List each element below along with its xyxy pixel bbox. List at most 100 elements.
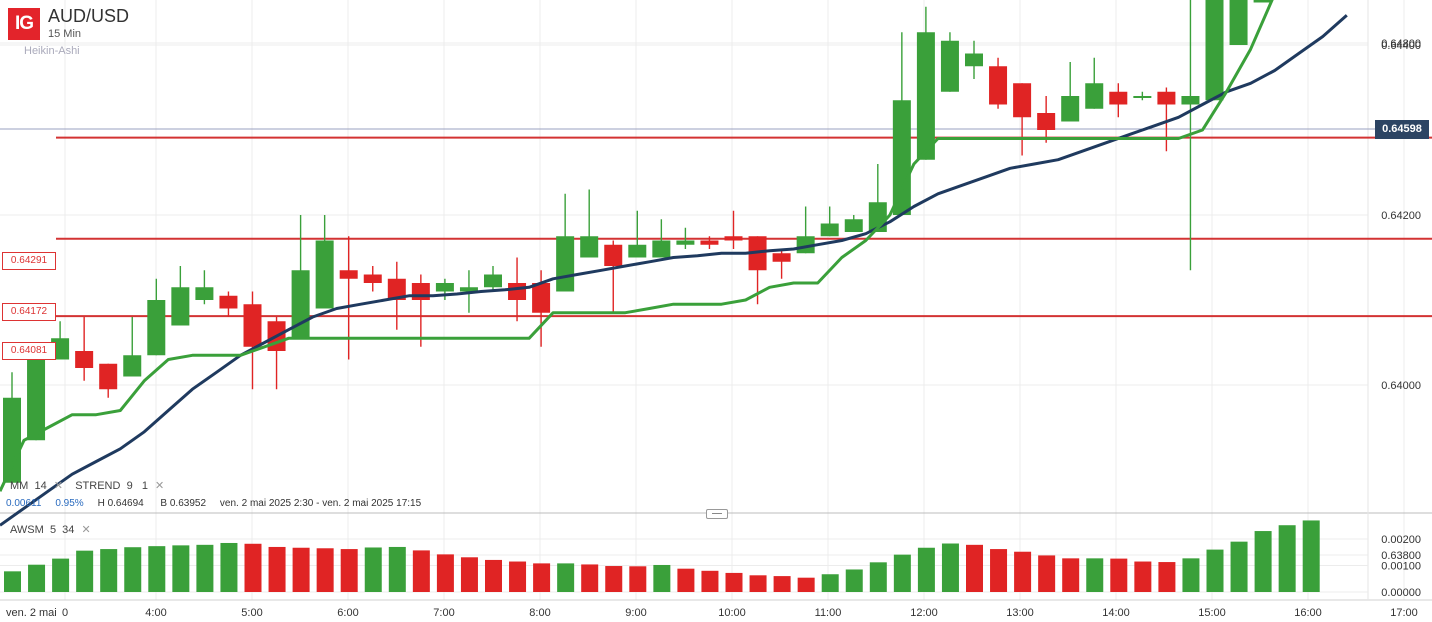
candle-body [147, 300, 166, 356]
candle-body [1253, 0, 1272, 3]
awsm-bar [533, 563, 551, 592]
candle-body [724, 236, 743, 241]
awsm-bar [966, 544, 983, 592]
candle-body [219, 295, 238, 309]
awsm-name: AWSM [10, 524, 44, 536]
candle-body [820, 223, 839, 237]
awsm-bar [1134, 561, 1152, 592]
candle-body [652, 240, 671, 258]
awsm-bar [4, 571, 21, 592]
awsm-bar [845, 569, 863, 592]
awsm-bar [1062, 558, 1080, 592]
awsm-bar [773, 576, 791, 592]
awsm-bar [581, 564, 599, 592]
candle-body [772, 253, 791, 262]
awsm-tick-label: 0.00000 [1381, 587, 1421, 599]
awsm-bar [941, 543, 959, 592]
chart-type-label: Heikin-Ashi [24, 45, 80, 57]
awsm-close-icon[interactable]: ✕ [81, 524, 91, 536]
awsm-tick-label: 0.00200 [1381, 534, 1421, 546]
candle-body [484, 274, 502, 288]
awsm-bar [148, 546, 166, 592]
candle-body [1181, 96, 1200, 105]
price-tick-label: 0.64400 [1381, 40, 1421, 52]
awsm-bar [917, 547, 935, 592]
level-label-3[interactable]: 0.64081 [2, 342, 56, 360]
ma-indicator-legend[interactable]: MM 14 ✕ STREND 9 1 ✕ [10, 479, 164, 492]
time-axis: 4:00 5:00 6:00 7:00 8:00 9:00 10:00 11:00 12:00 1… [6, 607, 1418, 619]
strend-name: STREND [75, 480, 121, 492]
awsm-bar [893, 554, 911, 592]
awsm-bar [725, 572, 743, 592]
price-tick-label: 0.64800 [1381, 38, 1421, 50]
candle-body [580, 236, 599, 258]
awsm-bar [1302, 520, 1320, 592]
candle-body [411, 283, 430, 300]
awsm-bar [677, 568, 695, 592]
time-tick-label: 4:00 [145, 607, 166, 619]
candle-body [1013, 83, 1032, 118]
symbol-title: AUD/USD [48, 6, 130, 26]
candle-body [508, 283, 527, 300]
time-tick-label: 9:00 [625, 607, 646, 619]
awsm-bar [869, 562, 887, 592]
awsm-bar [220, 542, 238, 592]
awsm-bar [749, 575, 767, 592]
price-stats: 0.00611 0.95% H 0.64694 B 0.63952 ven. 2… [6, 498, 421, 509]
pane-resize-handle[interactable] [706, 509, 728, 519]
awsm-bar [1110, 558, 1128, 592]
candle-body [3, 397, 21, 483]
candle-body [195, 287, 214, 300]
candle-body [532, 283, 551, 313]
awsm-bar [124, 547, 142, 592]
time-tick-label: 16:00 [1294, 607, 1322, 619]
time-start-label: ven. 2 mai [6, 607, 57, 619]
candle-body [27, 359, 46, 441]
time-tick-label: 7:00 [433, 607, 454, 619]
candle-body [1133, 96, 1152, 98]
time-tick-label: 6:00 [337, 607, 358, 619]
awsm-bar [292, 547, 310, 592]
ma-param: 14 [34, 480, 47, 492]
supertrend-line [0, 0, 1274, 492]
awsm-bar [821, 574, 839, 592]
level-label-1[interactable]: 0.64291 [2, 252, 56, 270]
level-label-2[interactable]: 0.64172 [2, 303, 56, 321]
candle-body [940, 40, 959, 92]
candle-body [892, 100, 911, 215]
candle-body [1061, 96, 1080, 122]
candle-body [171, 287, 190, 326]
ig-logo: IG [8, 8, 40, 40]
awsm-bar [412, 550, 430, 592]
awsm-bar [1278, 525, 1296, 592]
candle-body [676, 240, 695, 245]
date-range: ven. 2 mai 2025 2:30 - ven. 2 mai 2025 1… [219, 498, 422, 509]
price-tick-label: 0.64000 [1381, 380, 1421, 392]
ma-path [0, 14, 1348, 527]
timeframe-label[interactable]: 15 Min [48, 28, 82, 40]
candle-body [387, 278, 406, 300]
time-tick-label: 12:00 [910, 607, 938, 619]
awsm-bar [172, 545, 190, 592]
change-percent: 0.95% [55, 498, 84, 509]
strend-params: 9 1 [126, 480, 148, 492]
candle-body [243, 304, 262, 347]
strend-close-icon[interactable]: ✕ [155, 480, 165, 492]
horizontal-levels[interactable] [56, 136, 1432, 318]
candle-body [459, 287, 478, 292]
awsm-bar [629, 566, 647, 592]
high-value: H 0.64694 [97, 498, 144, 509]
awsm-bar [701, 570, 719, 592]
candle-body [1157, 91, 1176, 105]
ma-close-icon[interactable]: ✕ [53, 480, 63, 492]
awsm-bar [28, 564, 46, 592]
candle-body [1109, 91, 1128, 105]
candle-body [363, 274, 382, 283]
candle-body [700, 240, 719, 245]
time-tick-label: 14:00 [1102, 607, 1130, 619]
awsm-indicator-legend[interactable]: AWSM 5 34 ✕ [10, 523, 91, 536]
awsm-bar [316, 548, 334, 592]
awsm-bar [990, 549, 1008, 592]
